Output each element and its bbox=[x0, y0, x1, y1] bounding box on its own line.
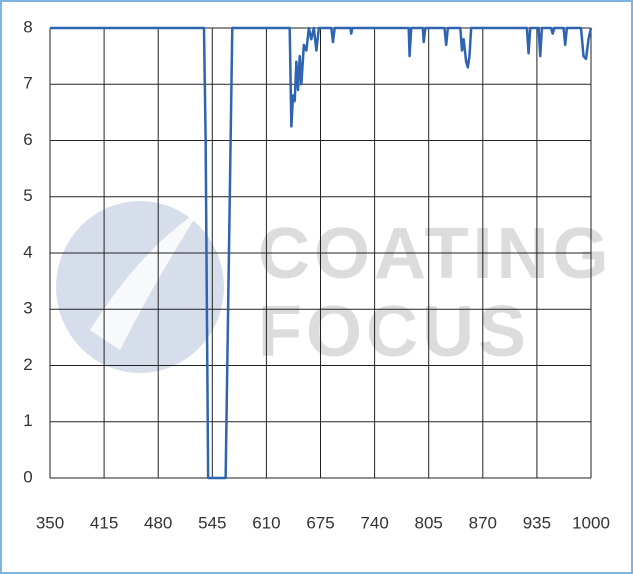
x-tick-label: 675 bbox=[306, 513, 334, 532]
y-tick-label: 4 bbox=[23, 242, 32, 261]
x-tick-label: 350 bbox=[36, 513, 64, 532]
y-tick-label: 2 bbox=[23, 355, 32, 374]
x-tick-label: 415 bbox=[90, 513, 118, 532]
watermark-text: COATING bbox=[258, 214, 613, 294]
y-tick-label: 6 bbox=[23, 130, 32, 149]
y-tick-label: 8 bbox=[23, 17, 32, 36]
watermark-text: FOCUS bbox=[258, 292, 530, 372]
x-tick-label: 545 bbox=[198, 513, 226, 532]
x-tick-label: 740 bbox=[360, 513, 388, 532]
x-tick-label: 805 bbox=[415, 513, 443, 532]
data-line bbox=[50, 26, 593, 480]
y-tick-label: 5 bbox=[23, 186, 32, 205]
y-tick-label: 3 bbox=[23, 299, 32, 318]
watermark: COATING FOCUS bbox=[56, 201, 613, 373]
x-tick-label: 935 bbox=[523, 513, 551, 532]
x-tick-label: 870 bbox=[469, 513, 497, 532]
watermark-logo-swoosh bbox=[90, 210, 200, 350]
y-tick-label: 7 bbox=[23, 74, 32, 93]
x-tick-label: 610 bbox=[252, 513, 280, 532]
y-tick-label: 1 bbox=[23, 411, 32, 430]
x-tick-label: 1000 bbox=[572, 513, 610, 532]
y-tick-label: 0 bbox=[23, 467, 32, 486]
x-tick-label: 480 bbox=[144, 513, 172, 532]
